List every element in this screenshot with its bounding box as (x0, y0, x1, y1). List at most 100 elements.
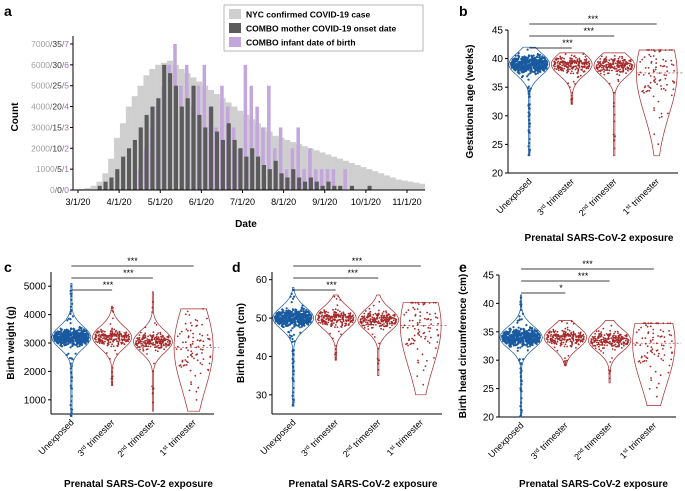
data-point (378, 342, 380, 345)
significance-label: *** (127, 256, 138, 266)
data-point (572, 334, 575, 337)
data-point (73, 337, 76, 340)
y-tick-label: 35 (492, 83, 504, 94)
data-point (545, 67, 548, 70)
mother-bar (162, 64, 167, 190)
data-point (286, 319, 289, 323)
data-point (409, 343, 412, 346)
data-point (80, 343, 84, 346)
violin-outline (315, 294, 357, 361)
data-point (563, 361, 565, 363)
data-point (556, 349, 559, 352)
data-point (502, 339, 505, 342)
data-point (570, 320, 573, 323)
mother-bar (173, 85, 179, 190)
y-tick-label: 3000 (24, 339, 47, 350)
data-point (323, 317, 326, 319)
data-point (408, 319, 411, 322)
data-point (579, 331, 582, 334)
data-point (547, 336, 550, 338)
data-point (82, 336, 85, 339)
data-point (588, 60, 590, 63)
data-point (381, 314, 384, 316)
data-point (360, 321, 363, 323)
data-point (564, 335, 567, 338)
data-point (194, 319, 197, 321)
data-point (384, 316, 387, 319)
data-point (573, 60, 576, 63)
data-point (522, 329, 526, 333)
data-point (369, 310, 372, 313)
mother-bar (103, 181, 108, 190)
data-point (597, 330, 600, 332)
data-point (307, 316, 310, 319)
mother-bar (273, 160, 278, 190)
data-point (516, 336, 519, 339)
data-point (201, 334, 204, 337)
data-point (162, 343, 165, 346)
data-point (528, 103, 531, 106)
data-point (138, 346, 141, 349)
data-point (113, 328, 116, 331)
mother-bar (291, 169, 296, 190)
data-point (609, 67, 612, 69)
data-point (337, 319, 340, 322)
data-point (155, 342, 157, 344)
data-point (190, 324, 193, 327)
data-point (402, 326, 404, 329)
data-point (519, 327, 522, 330)
data-point (617, 339, 620, 341)
data-point (519, 376, 523, 379)
data-point (289, 336, 292, 339)
data-point (369, 313, 372, 316)
data-point (528, 142, 531, 145)
data-point (381, 312, 384, 314)
data-point (157, 344, 160, 347)
data-point (277, 316, 280, 319)
data-point (617, 57, 620, 60)
data-point (577, 343, 580, 346)
data-point (97, 334, 100, 337)
data-point (668, 49, 671, 51)
data-point (369, 318, 372, 321)
data-point (539, 70, 542, 73)
data-point (672, 64, 675, 66)
significance-label: *** (588, 14, 599, 24)
data-point (424, 365, 427, 368)
data-point (152, 370, 155, 373)
data-point (649, 55, 652, 58)
data-point (351, 321, 354, 323)
data-point (536, 338, 539, 341)
data-point (65, 354, 68, 357)
data-point (61, 336, 64, 339)
y-tick-label: 60 (256, 275, 268, 286)
data-point (578, 66, 581, 69)
data-point (583, 335, 585, 338)
data-point (147, 345, 150, 348)
data-point (513, 68, 516, 71)
data-point (413, 327, 416, 330)
data-point (331, 315, 334, 318)
data-point (514, 333, 517, 336)
data-point (418, 334, 421, 336)
data-point (543, 69, 546, 72)
data-point (184, 322, 187, 325)
data-point (527, 54, 531, 57)
data-point (349, 316, 352, 318)
data-point (608, 369, 610, 371)
data-point (588, 62, 591, 65)
svg-text:3rd trimester: 3rd trimester (76, 417, 117, 458)
data-point (523, 332, 527, 335)
data-point (521, 345, 524, 348)
data-point (624, 62, 626, 65)
nyc-bar (407, 181, 414, 190)
data-point (291, 337, 294, 341)
data-point (60, 328, 63, 331)
data-point (435, 316, 437, 319)
data-point (359, 318, 362, 321)
violin-outline (173, 308, 214, 412)
category-label: Unexposed (37, 417, 76, 456)
data-point (157, 336, 160, 339)
data-point (138, 340, 141, 343)
